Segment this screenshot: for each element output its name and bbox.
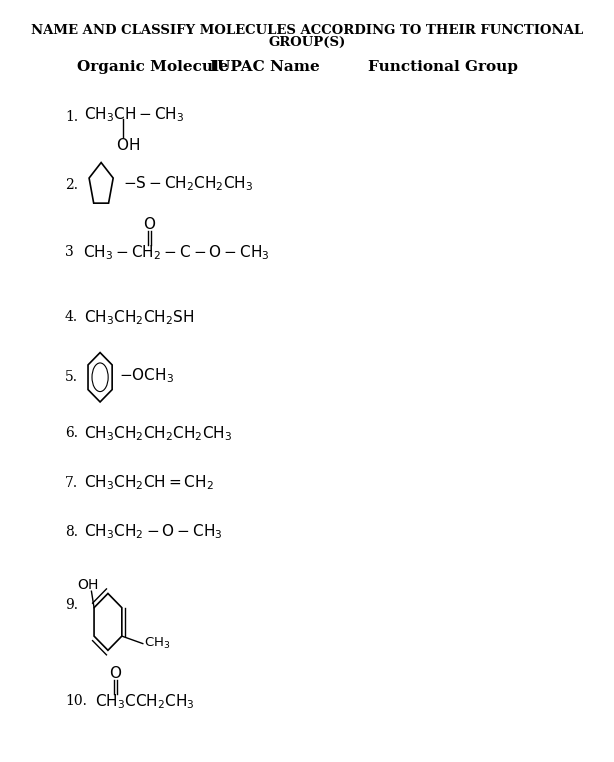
- Text: GROUP(S): GROUP(S): [268, 36, 346, 49]
- Text: 2.: 2.: [65, 178, 78, 192]
- Text: $\mathregular{OH}$: $\mathregular{OH}$: [116, 136, 140, 152]
- Text: $\mathregular{CH_3CH-CH_3}$: $\mathregular{CH_3CH-CH_3}$: [84, 105, 185, 124]
- Text: 10.: 10.: [65, 694, 87, 708]
- Text: $\mathregular{CH_3CH_2CH{=}CH_2}$: $\mathregular{CH_3CH_2CH{=}CH_2}$: [84, 473, 214, 492]
- Text: $\mathregular{CH_3CH_2-O-CH_3}$: $\mathregular{CH_3CH_2-O-CH_3}$: [84, 523, 223, 542]
- Text: $\mathregular{O}$: $\mathregular{O}$: [143, 216, 157, 232]
- Text: IUPAC Name: IUPAC Name: [210, 59, 320, 74]
- Text: Organic Molecule: Organic Molecule: [77, 59, 228, 74]
- Text: $\mathregular{-S-CH_2CH_2CH_3}$: $\mathregular{-S-CH_2CH_2CH_3}$: [123, 174, 253, 193]
- Text: $\mathregular{O}$: $\mathregular{O}$: [109, 664, 122, 680]
- Text: 1.: 1.: [65, 110, 78, 124]
- Text: $\mathregular{CH_3-CH_2-C-O-CH_3}$: $\mathregular{CH_3-CH_2-C-O-CH_3}$: [83, 243, 270, 261]
- Text: $\mathregular{CH_3CCH_2CH_3}$: $\mathregular{CH_3CCH_2CH_3}$: [95, 692, 195, 710]
- Text: NAME AND CLASSIFY MOLECULES ACCORDING TO THEIR FUNCTIONAL: NAME AND CLASSIFY MOLECULES ACCORDING TO…: [31, 24, 583, 37]
- Text: 4.: 4.: [65, 310, 78, 325]
- Text: Functional Group: Functional Group: [368, 59, 518, 74]
- Text: 3: 3: [65, 245, 74, 259]
- Text: $\mathregular{-OCH_3}$: $\mathregular{-OCH_3}$: [120, 367, 174, 385]
- Text: $\mathregular{CH_3CH_2CH_2CH_2CH_3}$: $\mathregular{CH_3CH_2CH_2CH_2CH_3}$: [84, 424, 233, 443]
- Text: $\mathregular{CH_3CH_2CH_2SH}$: $\mathregular{CH_3CH_2CH_2SH}$: [84, 308, 195, 327]
- Text: $\mathregular{CH_3}$: $\mathregular{CH_3}$: [144, 636, 170, 652]
- Text: 5.: 5.: [65, 370, 78, 384]
- Text: $\mathregular{OH}$: $\mathregular{OH}$: [77, 578, 99, 592]
- Text: 8.: 8.: [65, 525, 78, 539]
- Text: 9.: 9.: [65, 598, 78, 613]
- Text: 7.: 7.: [65, 475, 78, 490]
- Text: 6.: 6.: [65, 427, 78, 440]
